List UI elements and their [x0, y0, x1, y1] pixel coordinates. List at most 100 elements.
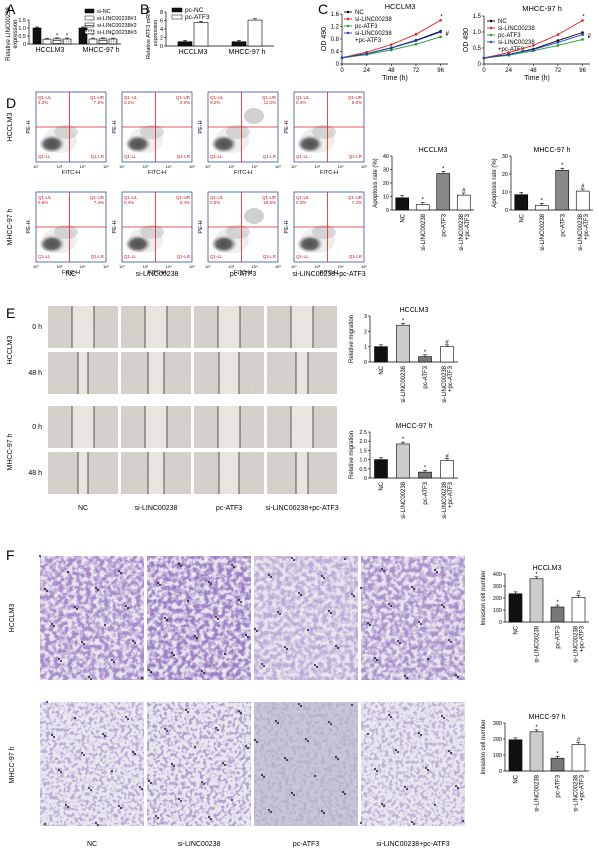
data-point: [507, 53, 510, 56]
data-point: [581, 38, 584, 41]
membrane-pore: [366, 732, 370, 736]
panel-b-ylabel-2: expression: [153, 20, 159, 47]
row-label: HCCLM3: [9, 604, 16, 633]
membrane-pore: [419, 622, 423, 626]
panel-f-bar-chart: 0 100 200 300 Invasion cell number MHCC-97 h N…: [481, 714, 589, 812]
legend-marker: [346, 17, 350, 21]
membrane-pore: [186, 710, 190, 714]
wound-gap: [291, 406, 313, 448]
membrane-pore: [253, 738, 257, 742]
legend-swatch: [171, 7, 183, 13]
x-axis-label: FITC-H: [148, 270, 166, 276]
y-tick-label: 30: [502, 154, 508, 160]
membrane-pore: [454, 784, 458, 788]
y-tick-label: 0: [499, 620, 502, 626]
stained-cells: [147, 702, 251, 826]
quadrant-value: 0.4%: [124, 200, 134, 205]
y-tick-label: 100: [493, 753, 502, 759]
membrane-pore: [156, 816, 160, 820]
x-axis-label: FITC-H: [234, 270, 252, 276]
significance-mark: *: [112, 34, 115, 40]
invasion-image: [147, 556, 251, 680]
category-label: NC: [514, 774, 520, 783]
category-label: NC: [379, 481, 385, 490]
membrane-pore: [165, 729, 169, 733]
bar: [514, 194, 529, 211]
column-label: si-LINC00238: [136, 271, 179, 278]
significance-mark: *: [535, 725, 538, 731]
membrane-pore: [214, 726, 218, 730]
panel-f-letter: F: [6, 547, 15, 563]
membrane-pore: [405, 676, 409, 680]
panel-a-chart: 0 0.5 1.0 1.5 * * * *: [18, 18, 121, 48]
membrane-pore: [435, 570, 439, 574]
membrane-pore: [158, 583, 162, 587]
quadrant-value: 7.4%: [94, 200, 104, 205]
panel-e-letter: E: [6, 305, 15, 321]
y-tick-label: 40: [383, 154, 389, 160]
y-axis-label: PE-H: [284, 120, 290, 133]
y-axis-label: Invasion cell number: [481, 570, 487, 625]
quadrant-value: 0.2%: [210, 100, 220, 105]
y-axis-label: PE-H: [112, 220, 118, 233]
membrane-pore: [461, 819, 465, 823]
bar: [415, 204, 430, 211]
significance-mark: #: [462, 188, 466, 194]
membrane-pore: [147, 779, 151, 783]
x-tick-label: 10⁶: [103, 164, 109, 169]
bar: [508, 593, 523, 623]
quadrant-value: 11.0%: [264, 100, 276, 105]
membrane-pore: [454, 673, 458, 677]
significance-mark: #: [577, 738, 581, 744]
membrane-pore: [442, 716, 446, 720]
y-axis-label: Relative migration: [349, 315, 355, 363]
quadrant-value: 0.3%: [296, 200, 306, 205]
data-point: [340, 56, 344, 60]
legend-marker: [346, 24, 350, 28]
bar: [571, 744, 586, 772]
category-label: si-LINC00238: [540, 213, 546, 250]
scratch-image: [194, 452, 264, 494]
x-axis-label: FITC-H: [148, 170, 166, 176]
data-point: [581, 33, 584, 36]
x-tick-label: 10°: [205, 264, 211, 269]
x-axis-label: FITC-H: [234, 170, 252, 176]
bar: [374, 459, 388, 479]
x-tick-label: 10²: [56, 164, 62, 169]
flow-plot: Q1-UL0.4% Q1-UR8.6% Q1-LL Q1-LR FITC-H PE-H 10…: [284, 91, 367, 176]
panel-a-letter: A: [6, 1, 16, 17]
chart-title: HCCLM3: [400, 307, 429, 314]
legend-label: si-LINC00238: [355, 31, 392, 37]
membrane-pore: [38, 554, 42, 558]
membrane-pore: [147, 668, 151, 672]
cell-cluster: [39, 135, 65, 153]
cell-scatter: [43, 127, 77, 153]
membrane-pore: [315, 665, 319, 669]
membrane-pore: [449, 751, 453, 755]
cell-cluster: [125, 235, 151, 253]
quadrant-value: 0.4%: [296, 100, 306, 105]
invasion-image: [253, 702, 358, 826]
column-label: si-LINC00238+pc-ATF3: [265, 505, 338, 512]
panel-e-bar-chart: 0 1 2 3 Relative migration HCCLM3 NC * si-LINC00…: [349, 307, 458, 403]
scratch-image: [48, 452, 118, 494]
chart-title: MHCC-97 h: [529, 714, 566, 721]
y-tick-label: 0: [499, 769, 502, 775]
invasion-image: [40, 700, 144, 827]
quadrant-label: Q1-UL: [124, 195, 138, 200]
significance-mark: #: [445, 340, 449, 346]
y-tick-label: 0: [160, 44, 163, 50]
panel-d-letter: D: [6, 95, 16, 111]
legend-swatch: [84, 29, 95, 35]
legend-marker: [346, 10, 350, 14]
quadrant-label: Q1-UL: [38, 195, 52, 200]
membrane-pore: [59, 770, 63, 774]
membrane-pore: [297, 591, 301, 595]
membrane-pore: [274, 719, 278, 723]
membrane-pore: [89, 788, 93, 792]
membrane-pore: [260, 773, 264, 777]
membrane-pore: [75, 607, 79, 611]
membrane-pore: [177, 562, 181, 566]
membrane-pore: [447, 749, 451, 753]
x-axis-label: Time (h): [524, 75, 550, 82]
